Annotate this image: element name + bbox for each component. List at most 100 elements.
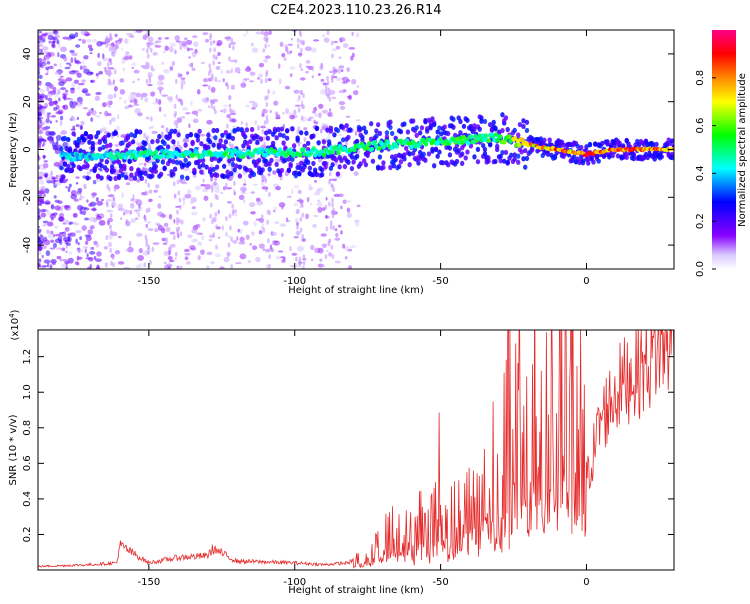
heatmap-signal-core — [330, 149, 335, 155]
heatmap-noise-blob — [50, 230, 54, 235]
heatmap-noise-blob — [106, 113, 112, 117]
heatmap-signal-halo — [221, 173, 227, 180]
heatmap-noise-blob — [281, 233, 284, 237]
heatmap-noise-blob — [52, 86, 57, 93]
heatmap-signal-halo — [286, 167, 292, 173]
colorbar-gradient — [712, 30, 736, 269]
heatmap-streak-blob — [232, 84, 235, 90]
heatmap-signal-halo — [248, 138, 253, 145]
heatmap-noise-blob — [184, 252, 191, 256]
heatmap-noise-blob — [278, 78, 282, 85]
heatmap-streak-blob — [207, 85, 211, 91]
heatmap-signal-halo — [670, 155, 674, 161]
heatmap-noise-blob — [47, 97, 53, 102]
heatmap-noise-blob — [161, 61, 164, 66]
heatmap-noise-blob — [42, 63, 46, 67]
heatmap-signal-halo — [521, 156, 526, 162]
heatmap-noise-blob — [135, 264, 140, 269]
heatmap-noise-blob — [207, 105, 210, 108]
heatmap-noise-blob — [281, 52, 286, 58]
heatmap-signal-halo — [346, 134, 351, 140]
heatmap-signal-halo — [472, 126, 477, 132]
heatmap-signal-halo — [214, 164, 220, 170]
heatmap-noise-blob — [282, 257, 286, 261]
heatmap-streak-blob — [228, 95, 232, 101]
heatmap-noise-blob — [49, 247, 56, 250]
heatmap-signal-halo — [255, 134, 260, 140]
heatmap-noise-blob — [41, 224, 47, 227]
heatmap-noise-blob — [337, 193, 344, 198]
heatmap-noise-blob — [153, 189, 158, 193]
heatmap-noise-blob — [318, 158, 322, 163]
heatmap-noise-blob — [217, 236, 221, 240]
heatmap-streak-blob — [265, 38, 269, 44]
heatmap-noise-blob — [207, 77, 212, 82]
heatmap-signal-halo — [330, 162, 335, 168]
heatmap-signal-halo — [172, 128, 178, 134]
heatmap-noise-blob — [91, 194, 96, 199]
heatmap-noise-blob — [92, 207, 96, 212]
heatmap-signal-halo — [454, 158, 460, 165]
heatmap-noise-blob — [251, 47, 259, 53]
heatmap-noise-blob — [137, 78, 140, 81]
heatmap-signal-halo — [237, 173, 243, 179]
heatmap-streak-blob — [143, 132, 146, 138]
heatmap-noise-blob — [193, 41, 199, 48]
heatmap-noise-blob — [255, 256, 261, 263]
heatmap-noise-blob — [51, 142, 59, 148]
heatmap-streak-blob — [148, 143, 151, 149]
heatmap-streak-blob — [149, 47, 153, 53]
heatmap-noise-blob — [80, 30, 87, 36]
heatmap-noise-blob — [311, 258, 314, 261]
heatmap-streak-blob — [214, 55, 218, 61]
heatmap-signal-core — [113, 155, 118, 161]
heatmap-streak-blob — [113, 93, 117, 99]
heatmap-noise-blob — [69, 49, 75, 54]
heatmap-noise-blob — [81, 65, 86, 69]
heatmap-streak-blob — [264, 30, 268, 34]
heatmap-y-axis-label: Frequency (Hz) — [8, 112, 19, 188]
heatmap-noise-blob — [86, 171, 92, 175]
heatmap-streak-blob — [262, 227, 266, 233]
heatmap-noise-blob — [78, 197, 82, 201]
heatmap-signal-halo — [92, 167, 97, 173]
heatmap-noise-blob — [186, 48, 194, 51]
heatmap-signal-halo — [274, 135, 279, 141]
heatmap-signal-halo — [572, 154, 577, 160]
heatmap-streak-blob — [303, 137, 307, 143]
heatmap-signal-halo — [69, 167, 75, 173]
heatmap-streak-blob — [264, 78, 268, 84]
heatmap-streak-blob — [209, 35, 212, 41]
snr-series-line — [38, 330, 674, 569]
heatmap-streak-blob — [105, 200, 109, 206]
heatmap-y-tick-label: 20 — [22, 95, 33, 108]
heatmap-noise-blob — [325, 196, 328, 201]
heatmap-x-axis-label: Height of straight line (km) — [288, 285, 424, 296]
heatmap-noise-blob — [289, 264, 296, 268]
snr-x-tick-label: -100 — [283, 577, 306, 588]
heatmap-noise-blob — [148, 198, 153, 203]
heatmap-streak-blob — [298, 259, 301, 265]
heatmap-noise-blob — [147, 228, 154, 231]
heatmap-noise-blob — [91, 110, 97, 116]
heatmap-signal-halo — [125, 133, 131, 139]
heatmap-noise-blob — [308, 116, 314, 119]
heatmap-noise-blob — [117, 203, 123, 210]
heatmap-noise-blob — [70, 87, 75, 90]
heatmap-noise-blob — [289, 66, 296, 70]
heatmap-signal-halo — [423, 119, 428, 125]
heatmap-noise-blob — [329, 108, 332, 112]
heatmap-noise-blob — [253, 220, 257, 227]
heatmap-noise-blob — [64, 66, 71, 70]
heatmap-signal-core — [132, 149, 137, 155]
heatmap-noise-blob — [272, 90, 276, 95]
heatmap-noise-blob — [312, 39, 320, 42]
heatmap-signal-halo — [410, 150, 416, 156]
heatmap-noise-blob — [161, 94, 169, 97]
heatmap-streak-blob — [105, 235, 109, 241]
heatmap-noise-blob — [273, 100, 278, 106]
heatmap-streak-blob — [226, 84, 230, 90]
heatmap-noise-blob — [70, 117, 76, 122]
heatmap-noise-blob — [38, 74, 43, 79]
heatmap-signal-core — [334, 146, 340, 152]
